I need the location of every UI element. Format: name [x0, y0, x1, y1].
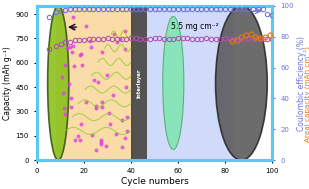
X-axis label: Cycle numbers: Cycle numbers: [121, 177, 188, 186]
Point: [122, 47, 127, 50]
Point: [115, 41, 120, 44]
Point: [69, 97, 74, 100]
Point: [62, 112, 67, 115]
Point: [72, 65, 77, 68]
Point: [99, 139, 104, 142]
Point: [66, 82, 71, 85]
Text: Interlayer: Interlayer: [137, 68, 142, 98]
Point: [61, 91, 66, 94]
Point: [99, 140, 104, 143]
Point: [60, 76, 65, 79]
Point: [117, 37, 122, 40]
Point: [95, 80, 100, 83]
Point: [120, 146, 125, 149]
Point: [70, 16, 75, 19]
Text: Areal capacity (mAh cm⁻²): Areal capacity (mAh cm⁻²): [304, 46, 309, 143]
Point: [78, 54, 83, 57]
Point: [113, 133, 118, 136]
Bar: [147, 6, 234, 160]
Ellipse shape: [216, 6, 267, 160]
Point: [119, 118, 124, 121]
Point: [84, 25, 89, 28]
Ellipse shape: [163, 16, 184, 149]
Point: [76, 134, 81, 137]
Point: [89, 133, 94, 136]
Point: [69, 105, 74, 108]
Bar: [131, 6, 147, 160]
Point: [99, 143, 104, 146]
Point: [83, 101, 88, 104]
Point: [61, 107, 66, 110]
Point: [88, 45, 93, 48]
Point: [94, 148, 99, 151]
Point: [111, 94, 116, 97]
Point: [87, 39, 92, 42]
Point: [99, 101, 104, 104]
Bar: [56, 6, 133, 160]
Point: [65, 46, 70, 50]
Point: [103, 145, 108, 148]
Point: [79, 122, 84, 125]
Point: [124, 85, 129, 88]
Point: [78, 139, 83, 142]
Point: [123, 137, 128, 140]
Point: [105, 73, 110, 76]
Point: [106, 111, 111, 114]
Y-axis label: Capacity (mAh g⁻¹): Capacity (mAh g⁻¹): [3, 46, 12, 120]
Point: [73, 139, 78, 142]
Point: [79, 53, 84, 56]
Y-axis label: Coulombic efficiency (%): Coulombic efficiency (%): [297, 36, 306, 131]
Point: [123, 29, 128, 32]
Point: [93, 104, 98, 107]
Point: [70, 51, 75, 54]
Point: [99, 105, 104, 108]
Point: [68, 45, 73, 48]
Point: [124, 130, 129, 133]
Ellipse shape: [48, 6, 69, 160]
Point: [100, 51, 105, 54]
Point: [79, 63, 84, 66]
Point: [62, 63, 67, 66]
Point: [108, 122, 113, 125]
Point: [112, 33, 116, 36]
Point: [71, 27, 76, 30]
Point: [124, 115, 129, 118]
Point: [92, 78, 97, 81]
Point: [70, 45, 75, 48]
Text: 5.5 mg cm⁻²: 5.5 mg cm⁻²: [171, 22, 219, 32]
Point: [94, 107, 99, 110]
